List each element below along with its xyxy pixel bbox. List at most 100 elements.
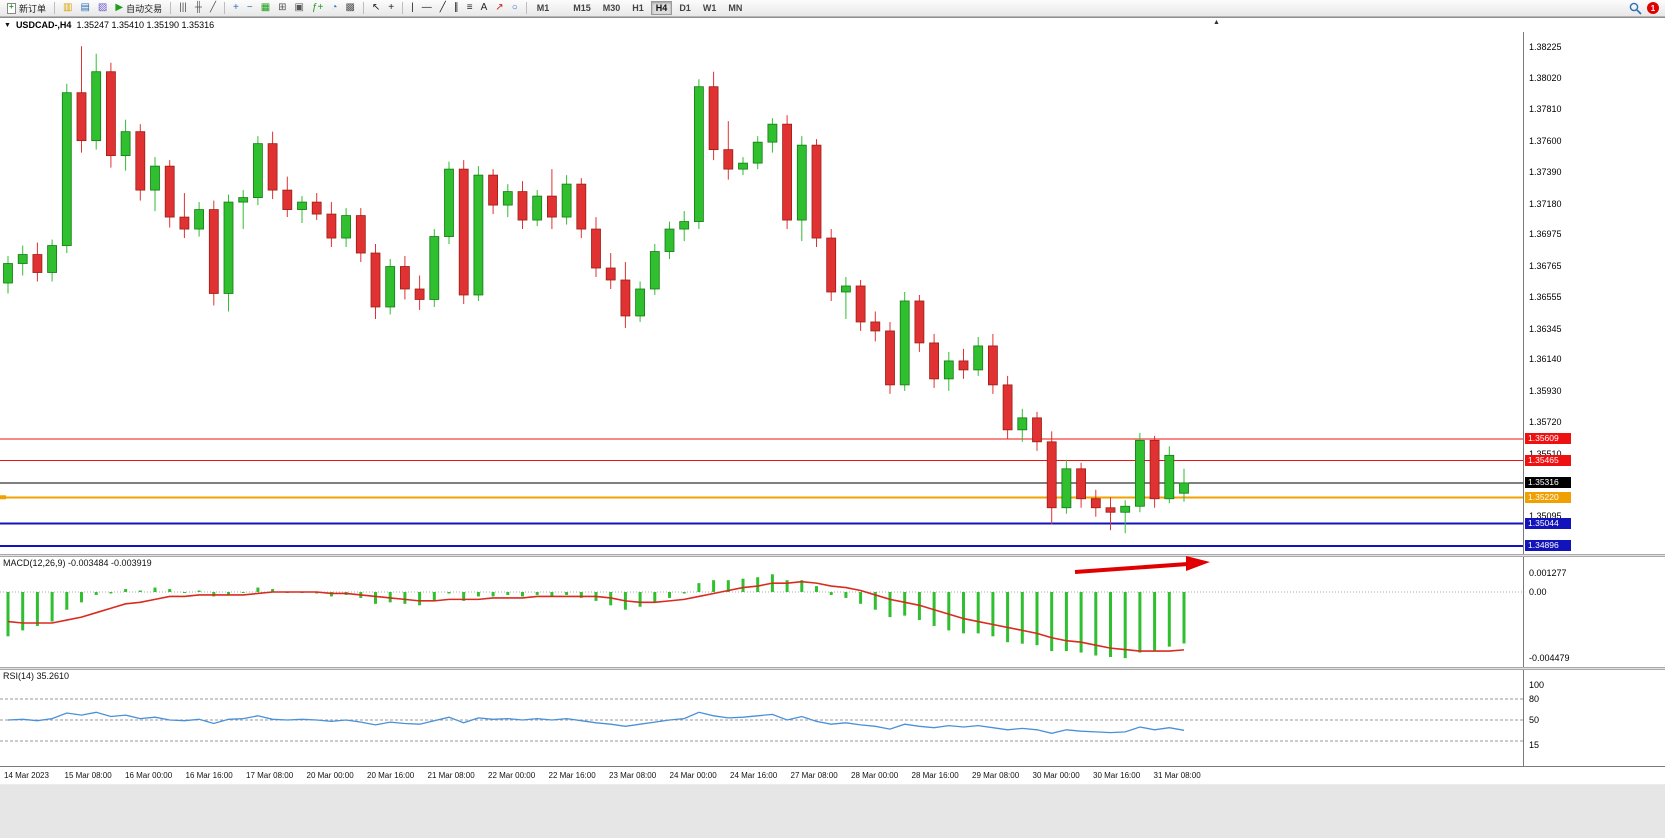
macd-bar bbox=[50, 592, 54, 622]
macd-bar bbox=[903, 592, 907, 616]
chart-ohlc-quote: 1.35247 1.35410 1.35190 1.35316 bbox=[76, 20, 215, 30]
candle-body bbox=[620, 279, 631, 317]
new-order-button[interactable]: + 新订单 bbox=[4, 1, 49, 16]
horizontal-line-tool-button[interactable]: — bbox=[419, 1, 435, 16]
timeframe-w1-button[interactable]: W1 bbox=[702, 3, 717, 13]
navigator-button[interactable]: ▨ bbox=[95, 1, 110, 16]
panel-splitter[interactable] bbox=[0, 667, 1665, 670]
timeframe-m15-button[interactable]: M15 bbox=[573, 3, 591, 13]
timeframe-h1-button[interactable]: H1 bbox=[632, 3, 644, 13]
timeframe-m5-button[interactable] bbox=[556, 6, 566, 10]
autotrading-button[interactable]: ▶ 自动交易 bbox=[112, 1, 165, 16]
macd-chart[interactable] bbox=[0, 557, 1523, 667]
grid-button[interactable]: ▦ bbox=[258, 1, 273, 16]
arrow-tool-icon: ↗ bbox=[495, 2, 504, 13]
macd-bar bbox=[271, 589, 275, 592]
macd-bar bbox=[1064, 592, 1068, 652]
line-chart-button[interactable]: ╱ bbox=[207, 1, 219, 16]
price-axis-label: 1.37810 bbox=[1529, 104, 1562, 115]
zoom-in-button[interactable]: + bbox=[230, 1, 242, 16]
time-axis-label: 28 Mar 00:00 bbox=[851, 771, 899, 780]
candle-body bbox=[1120, 505, 1131, 513]
macd-bar bbox=[726, 580, 730, 592]
panel-splitter[interactable] bbox=[0, 554, 1665, 557]
time-axis[interactable]: 14 Mar 2023 15 Mar 08:00 16 Mar 00:00 16 Ma… bbox=[0, 766, 1665, 784]
time-axis-label: 15 Mar 08:00 bbox=[64, 771, 112, 780]
macd-panel: MACD(12,26,9) -0.003484 -0.003919 0.0012… bbox=[0, 557, 1665, 667]
search-icon[interactable] bbox=[1629, 2, 1642, 15]
periods-button[interactable]: ◔ bbox=[328, 1, 340, 16]
new-window-icon: ▣ bbox=[294, 2, 304, 13]
candle-body bbox=[767, 123, 778, 143]
candlestick-chart-button[interactable]: ╫ bbox=[192, 1, 205, 16]
macd-bar bbox=[712, 580, 716, 592]
text-tool-button[interactable]: A bbox=[478, 1, 491, 16]
price-axis-label: 1.38020 bbox=[1529, 72, 1562, 83]
rsi-chart[interactable] bbox=[0, 670, 1523, 766]
macd-bar bbox=[168, 589, 172, 592]
price-chart[interactable] bbox=[0, 32, 1523, 554]
candle-body bbox=[576, 183, 587, 230]
cursor-tool-button[interactable]: ↖ bbox=[369, 1, 383, 16]
fibonacci-tool-button[interactable]: ≡ bbox=[464, 1, 476, 16]
candle-body bbox=[605, 267, 616, 281]
timeframe-mn-button[interactable]: MN bbox=[728, 3, 743, 13]
price-axis-label: 1.37600 bbox=[1529, 135, 1562, 146]
candle-body bbox=[194, 209, 205, 230]
timeframe-d1-button[interactable]: D1 bbox=[679, 3, 691, 13]
macd-bar bbox=[374, 592, 377, 604]
chart-profiles-button[interactable]: ▥ bbox=[60, 1, 75, 16]
candle-body bbox=[223, 201, 234, 294]
price-axis[interactable]: 1.38225 1.38020 1.37810 1.37600 1.37390 1.371… bbox=[1523, 32, 1665, 554]
macd-bar bbox=[976, 592, 980, 634]
candle-body bbox=[1090, 498, 1101, 509]
candle-body bbox=[811, 144, 822, 239]
candle-body bbox=[179, 216, 190, 230]
tile-windows-icon: ⊞ bbox=[278, 2, 287, 13]
macd-axis[interactable]: 0.001277 0.00 -0.004479 bbox=[1523, 557, 1665, 667]
macd-bar bbox=[21, 592, 25, 631]
candle-body bbox=[532, 195, 543, 221]
trendline-icon: ╱ bbox=[439, 2, 446, 13]
tile-windows-button[interactable]: ⊞ bbox=[275, 1, 289, 16]
rsi-axis[interactable]: 100 80 50 15 bbox=[1523, 670, 1665, 766]
templates-button[interactable]: ▩ bbox=[342, 1, 357, 16]
crosshair-tool-button[interactable]: + bbox=[385, 1, 397, 16]
candle-body bbox=[355, 215, 366, 254]
macd-bar bbox=[447, 592, 451, 594]
macd-bar bbox=[873, 592, 877, 610]
time-axis-label: 16 Mar 16:00 bbox=[185, 771, 233, 780]
candle-body bbox=[1164, 454, 1175, 500]
chart-shift-marker[interactable]: ▲ bbox=[1213, 19, 1220, 26]
market-watch-button[interactable]: ▤ bbox=[77, 1, 92, 16]
rsi-axis-label: 15 bbox=[1529, 739, 1540, 750]
timeframe-h4-button[interactable]: H4 bbox=[650, 1, 673, 15]
new-window-button[interactable]: ▣ bbox=[292, 1, 307, 16]
candle-body bbox=[297, 201, 307, 210]
indicators-button[interactable]: ƒ+ bbox=[309, 1, 326, 16]
arrows-tool-button[interactable]: ↗ bbox=[492, 1, 506, 16]
notification-badge[interactable]: 1 bbox=[1647, 2, 1659, 14]
time-axis-label: 30 Mar 00:00 bbox=[1032, 771, 1080, 780]
zoom-out-button[interactable]: − bbox=[244, 1, 256, 16]
candle-body bbox=[561, 183, 572, 218]
macd-bar bbox=[785, 580, 789, 592]
crosshair-icon: + bbox=[388, 2, 395, 13]
candle-body bbox=[150, 165, 160, 191]
price-line-badge: 1.35316 bbox=[1525, 477, 1571, 489]
price-lines[interactable] bbox=[0, 438, 1523, 547]
time-axis-label: 20 Mar 00:00 bbox=[306, 771, 354, 780]
shapes-tool-button[interactable]: ○ bbox=[509, 1, 521, 16]
time-axis-label: 31 Mar 08:00 bbox=[1153, 771, 1201, 780]
vertical-line-tool-button[interactable]: | bbox=[408, 1, 417, 16]
timeframe-m1-button[interactable]: M1 bbox=[536, 3, 550, 13]
toolbar-separator bbox=[362, 2, 364, 14]
channel-tool-button[interactable]: ∥ bbox=[451, 1, 462, 16]
timeframe-m30-button[interactable]: M30 bbox=[602, 3, 621, 13]
window-menu-icon[interactable]: ▼ bbox=[4, 21, 11, 29]
candle-body bbox=[3, 263, 13, 284]
bar-chart-button[interactable]: ||| bbox=[176, 1, 190, 16]
trendline-tool-button[interactable]: ╱ bbox=[437, 1, 449, 16]
macd-bar bbox=[109, 592, 113, 594]
candle-body bbox=[208, 209, 219, 294]
